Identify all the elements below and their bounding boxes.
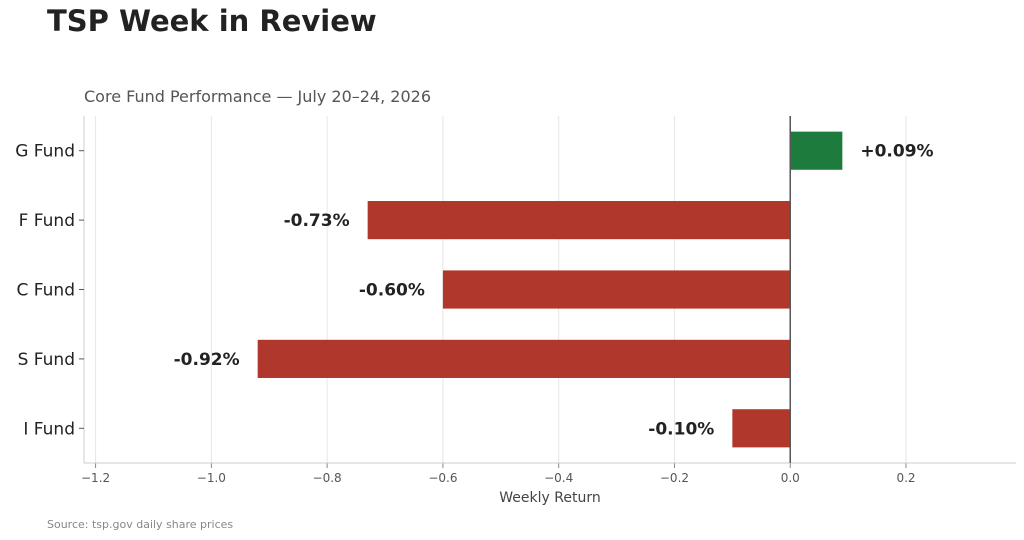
bar-s-fund: [257, 339, 791, 378]
bar-g-fund: [790, 131, 843, 170]
data-label: -0.10%: [648, 419, 714, 439]
bar-c-fund: [442, 270, 791, 309]
chart-subtitle: Core Fund Performance — July 20–24, 2026: [84, 87, 431, 106]
x-tick-label: −1.0: [197, 471, 226, 485]
bar-f-fund: [367, 201, 791, 240]
data-label: +0.09%: [860, 142, 933, 162]
x-tick-label: 0.0: [781, 471, 800, 485]
x-tick-label: −0.6: [428, 471, 457, 485]
data-labels: +0.09% -0.73% -0.60% -0.92% -0.10%: [174, 142, 934, 440]
y-tick-label: I Fund: [23, 419, 75, 439]
y-tick-label: F Fund: [19, 211, 75, 231]
data-label: -0.73%: [284, 211, 350, 231]
data-label: -0.60%: [359, 281, 425, 301]
x-tick-label: −1.2: [81, 471, 110, 485]
axes: −1.2 −1.0 −0.8 −0.6 −0.4 −0.2 0.0 0.2 G Fund F Fu…: [15, 116, 1016, 485]
y-tick-label: C Fund: [17, 281, 75, 301]
data-label: -0.92%: [174, 350, 240, 370]
y-tick-label: S Fund: [18, 350, 75, 370]
page-title: TSP Week in Review: [47, 4, 377, 38]
x-tick-label: −0.2: [660, 471, 689, 485]
x-tick-label: −0.4: [544, 471, 573, 485]
bars: [257, 131, 843, 448]
bar-i-fund: [732, 409, 791, 448]
x-axis-label: Weekly Return: [499, 490, 600, 506]
source-note: Source: tsp.gov daily share prices: [47, 518, 234, 531]
y-tick-label: G Fund: [15, 142, 75, 162]
x-tick-label: −0.8: [313, 471, 342, 485]
x-tick-label: 0.2: [896, 471, 915, 485]
